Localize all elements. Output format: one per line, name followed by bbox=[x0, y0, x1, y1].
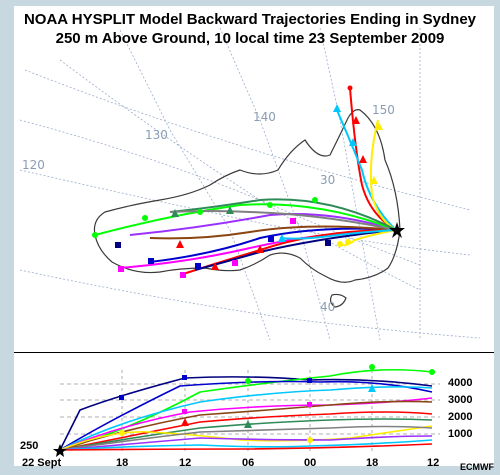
height-trace-yellow bbox=[59, 425, 433, 451]
height-trace-gray bbox=[59, 425, 433, 451]
marker-blue-square bbox=[195, 263, 201, 269]
sydney-star-icon bbox=[389, 222, 405, 238]
time-label-00: 00 bbox=[304, 457, 317, 469]
height-trace-cyan bbox=[59, 386, 433, 451]
trajectory-navy-west bbox=[194, 229, 397, 271]
trajectory-green-west bbox=[94, 203, 397, 236]
height-trace-red bbox=[59, 411, 433, 451]
marker-red-triangle bbox=[359, 155, 367, 163]
marker-red-triangle bbox=[256, 245, 264, 253]
height-trace-purple bbox=[59, 435, 433, 451]
height-trace-red-low bbox=[59, 443, 433, 451]
marker-magenta-square bbox=[180, 272, 186, 278]
marker-green-point bbox=[142, 215, 148, 221]
title-line-1: NOAA HYSPLIT Model Backward Trajectories… bbox=[23, 11, 477, 28]
marker-navy-square bbox=[325, 240, 331, 246]
marker-blue-square bbox=[268, 236, 274, 242]
marker-yellow-triangle bbox=[370, 176, 378, 184]
marker-green-point bbox=[92, 232, 98, 238]
marker-red-triangle bbox=[211, 262, 219, 270]
longitude-label-130: 130 bbox=[145, 128, 168, 142]
marker-yellow-triangle bbox=[375, 122, 383, 130]
start-star-icon bbox=[53, 444, 67, 457]
time-label-12-b: 12 bbox=[427, 457, 440, 469]
marker-red-triangle bbox=[352, 116, 360, 124]
trajectory-yellow-south bbox=[339, 229, 397, 247]
trajectory-red-north bbox=[349, 87, 397, 231]
trajectory-purple-west bbox=[129, 213, 397, 236]
height-label-4000: 4000 bbox=[448, 377, 473, 389]
trajectory-teal-west bbox=[169, 198, 397, 231]
marker-cyan-triangle bbox=[278, 234, 286, 242]
height-trace-lightblue bbox=[59, 439, 433, 451]
marker-navy-square bbox=[115, 242, 121, 248]
marker-green-point bbox=[267, 202, 273, 208]
trajectory-cyan-north bbox=[335, 107, 397, 231]
height-label-3000: 3000 bbox=[448, 394, 473, 406]
height-markers bbox=[53, 364, 435, 457]
time-label-22-sept: 22 Sept bbox=[22, 457, 62, 469]
credit-label: ECMWF bbox=[460, 462, 494, 472]
marker-yellow-point bbox=[345, 239, 351, 245]
height-trace-teal bbox=[59, 418, 433, 451]
trajectory-blue-west-1 bbox=[149, 227, 397, 263]
longitude-label-140: 140 bbox=[253, 110, 276, 124]
marker-green-point bbox=[312, 197, 318, 203]
marker-magenta-square bbox=[232, 260, 238, 266]
trajectory-cyan-south bbox=[279, 229, 397, 240]
trajectory-yellow-north bbox=[369, 119, 397, 231]
trajectory-brown-west bbox=[149, 225, 397, 240]
time-label-18-b: 18 bbox=[366, 457, 379, 469]
coastline bbox=[93, 109, 401, 308]
graticule bbox=[19, 27, 481, 341]
marker-teal-triangle bbox=[226, 206, 234, 214]
marker-magenta-square bbox=[118, 266, 124, 272]
height-label-2000: 2000 bbox=[448, 411, 473, 423]
marker-teal-triangle bbox=[171, 209, 179, 217]
longitude-label-120: 120 bbox=[22, 158, 45, 172]
latitude-label-40: 40 bbox=[320, 300, 336, 314]
time-label-12: 12 bbox=[179, 457, 192, 469]
marker-blue-square bbox=[148, 258, 154, 264]
start-height-label: 250 bbox=[20, 440, 39, 452]
latitude-label-30: 30 bbox=[320, 173, 336, 187]
marker-magenta-square bbox=[290, 218, 296, 224]
marker-cyan-triangle bbox=[349, 138, 357, 146]
longitude-label-150: 150 bbox=[372, 103, 395, 117]
height-label-1000: 1000 bbox=[448, 428, 473, 440]
marker-green-point bbox=[197, 209, 203, 215]
marker-red-point bbox=[347, 85, 353, 91]
marker-cyan-triangle bbox=[333, 104, 341, 112]
time-label-18: 18 bbox=[116, 457, 129, 469]
marker-red-triangle bbox=[176, 240, 184, 248]
title-line-2: 250 m Above Ground, 10 local time 23 Sep… bbox=[55, 30, 445, 47]
trajectory-markers bbox=[92, 85, 383, 278]
time-label-06: 06 bbox=[242, 457, 255, 469]
marker-yellow-point bbox=[337, 241, 343, 247]
